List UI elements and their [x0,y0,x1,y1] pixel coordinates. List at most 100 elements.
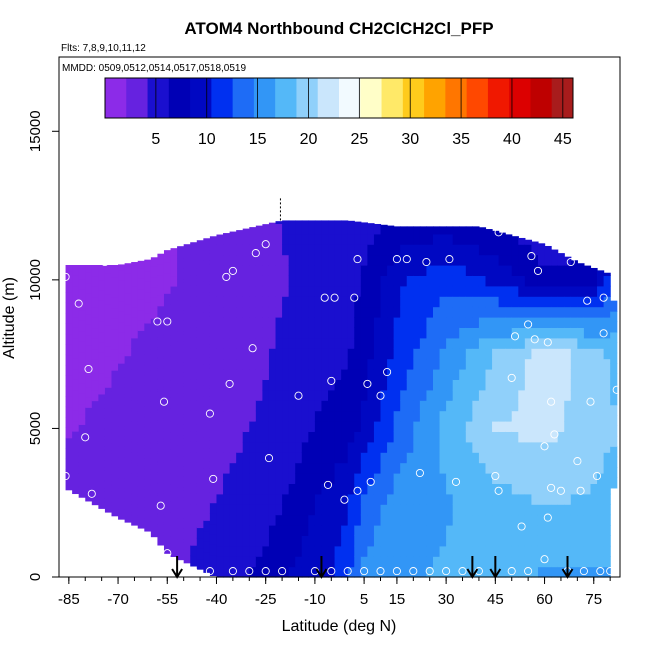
field-cell [426,306,434,318]
field-cell [577,462,585,474]
field-cell [275,535,283,547]
field-cell [131,379,139,391]
field-cell [406,504,414,516]
field-cell [459,369,467,380]
field-cell [531,525,539,536]
field-cell [531,275,539,287]
field-cell [347,421,355,432]
field-cell [104,470,113,482]
sample-point [209,474,218,483]
field-cell [177,257,185,269]
field-cell [472,473,480,484]
field-cell [137,507,145,519]
field-cell [216,545,224,557]
field-cell [229,231,237,235]
field-cell [314,452,323,464]
field-cell [137,413,145,425]
field-cell [387,337,395,349]
field-cell [413,504,421,516]
field-cell [564,400,572,412]
field-cell [262,545,270,557]
field-cell [190,305,198,317]
field-cell [118,508,126,520]
field-cell [308,400,316,412]
field-cell [465,483,473,495]
field-cell [98,487,106,499]
field-cell [465,226,473,235]
field-cell [485,285,493,297]
field-cell [597,348,605,360]
field-cell [478,244,487,256]
field-cell [229,514,237,526]
sample-point [84,364,93,374]
field-cell [433,545,441,557]
field-cell [236,296,244,308]
field-cell [597,441,605,453]
field-cell [511,431,519,443]
field-cell [341,327,349,339]
field-cell [137,288,145,300]
field-cell [314,389,323,401]
field-cell [183,541,191,553]
field-cell [236,379,244,391]
field-cell [360,431,368,443]
field-cell [426,327,434,339]
field-cell [295,556,303,568]
field-cell [229,337,237,349]
field-cell [433,566,441,578]
field-cell [373,410,382,422]
field-cell [603,296,611,308]
field-cell [65,406,73,418]
field-cell [170,348,178,360]
field-cell [498,556,506,568]
field-cell [524,400,533,412]
field-cell [321,244,329,256]
field-cell [183,354,191,366]
field-cell [78,434,86,446]
field-cell [314,514,323,526]
field-cell [268,358,277,370]
field-cell [216,452,224,464]
field-cell [511,462,519,474]
field-cell [603,358,611,370]
field-cell [373,535,382,547]
colorbar-swatch [466,78,489,118]
field-cell [150,474,159,486]
field-cell [360,379,368,391]
field-cell [229,462,237,474]
field-cell [465,327,473,339]
field-cell [459,306,467,318]
field-cell [406,317,414,328]
field-cell [511,254,519,266]
field-cell [590,504,598,516]
field-cell [321,337,329,349]
field-cell [124,376,132,388]
field-cell [183,250,191,262]
field-cell [400,369,408,380]
field-cell [255,317,263,328]
field-cell [203,416,211,428]
field-cell [183,271,191,283]
field-cell [433,337,441,349]
field-cell [137,423,145,435]
field-cell [223,452,231,464]
field-cell [223,296,231,308]
field-cell [308,285,316,297]
field-cell [236,410,244,422]
field-cell [91,379,99,391]
field-cell [242,483,250,495]
field-cell [373,358,382,370]
field-cell [183,375,191,387]
field-cell [216,379,224,391]
field-cell [518,337,526,349]
field-cell [413,389,421,401]
sample-point [222,272,231,281]
field-cell [341,379,349,391]
field-cell [393,337,401,349]
field-cell [465,285,473,297]
field-cell [190,243,198,255]
field-cell [334,452,342,464]
field-cell [537,369,546,380]
field-cell [78,424,86,436]
field-cell [544,389,552,401]
